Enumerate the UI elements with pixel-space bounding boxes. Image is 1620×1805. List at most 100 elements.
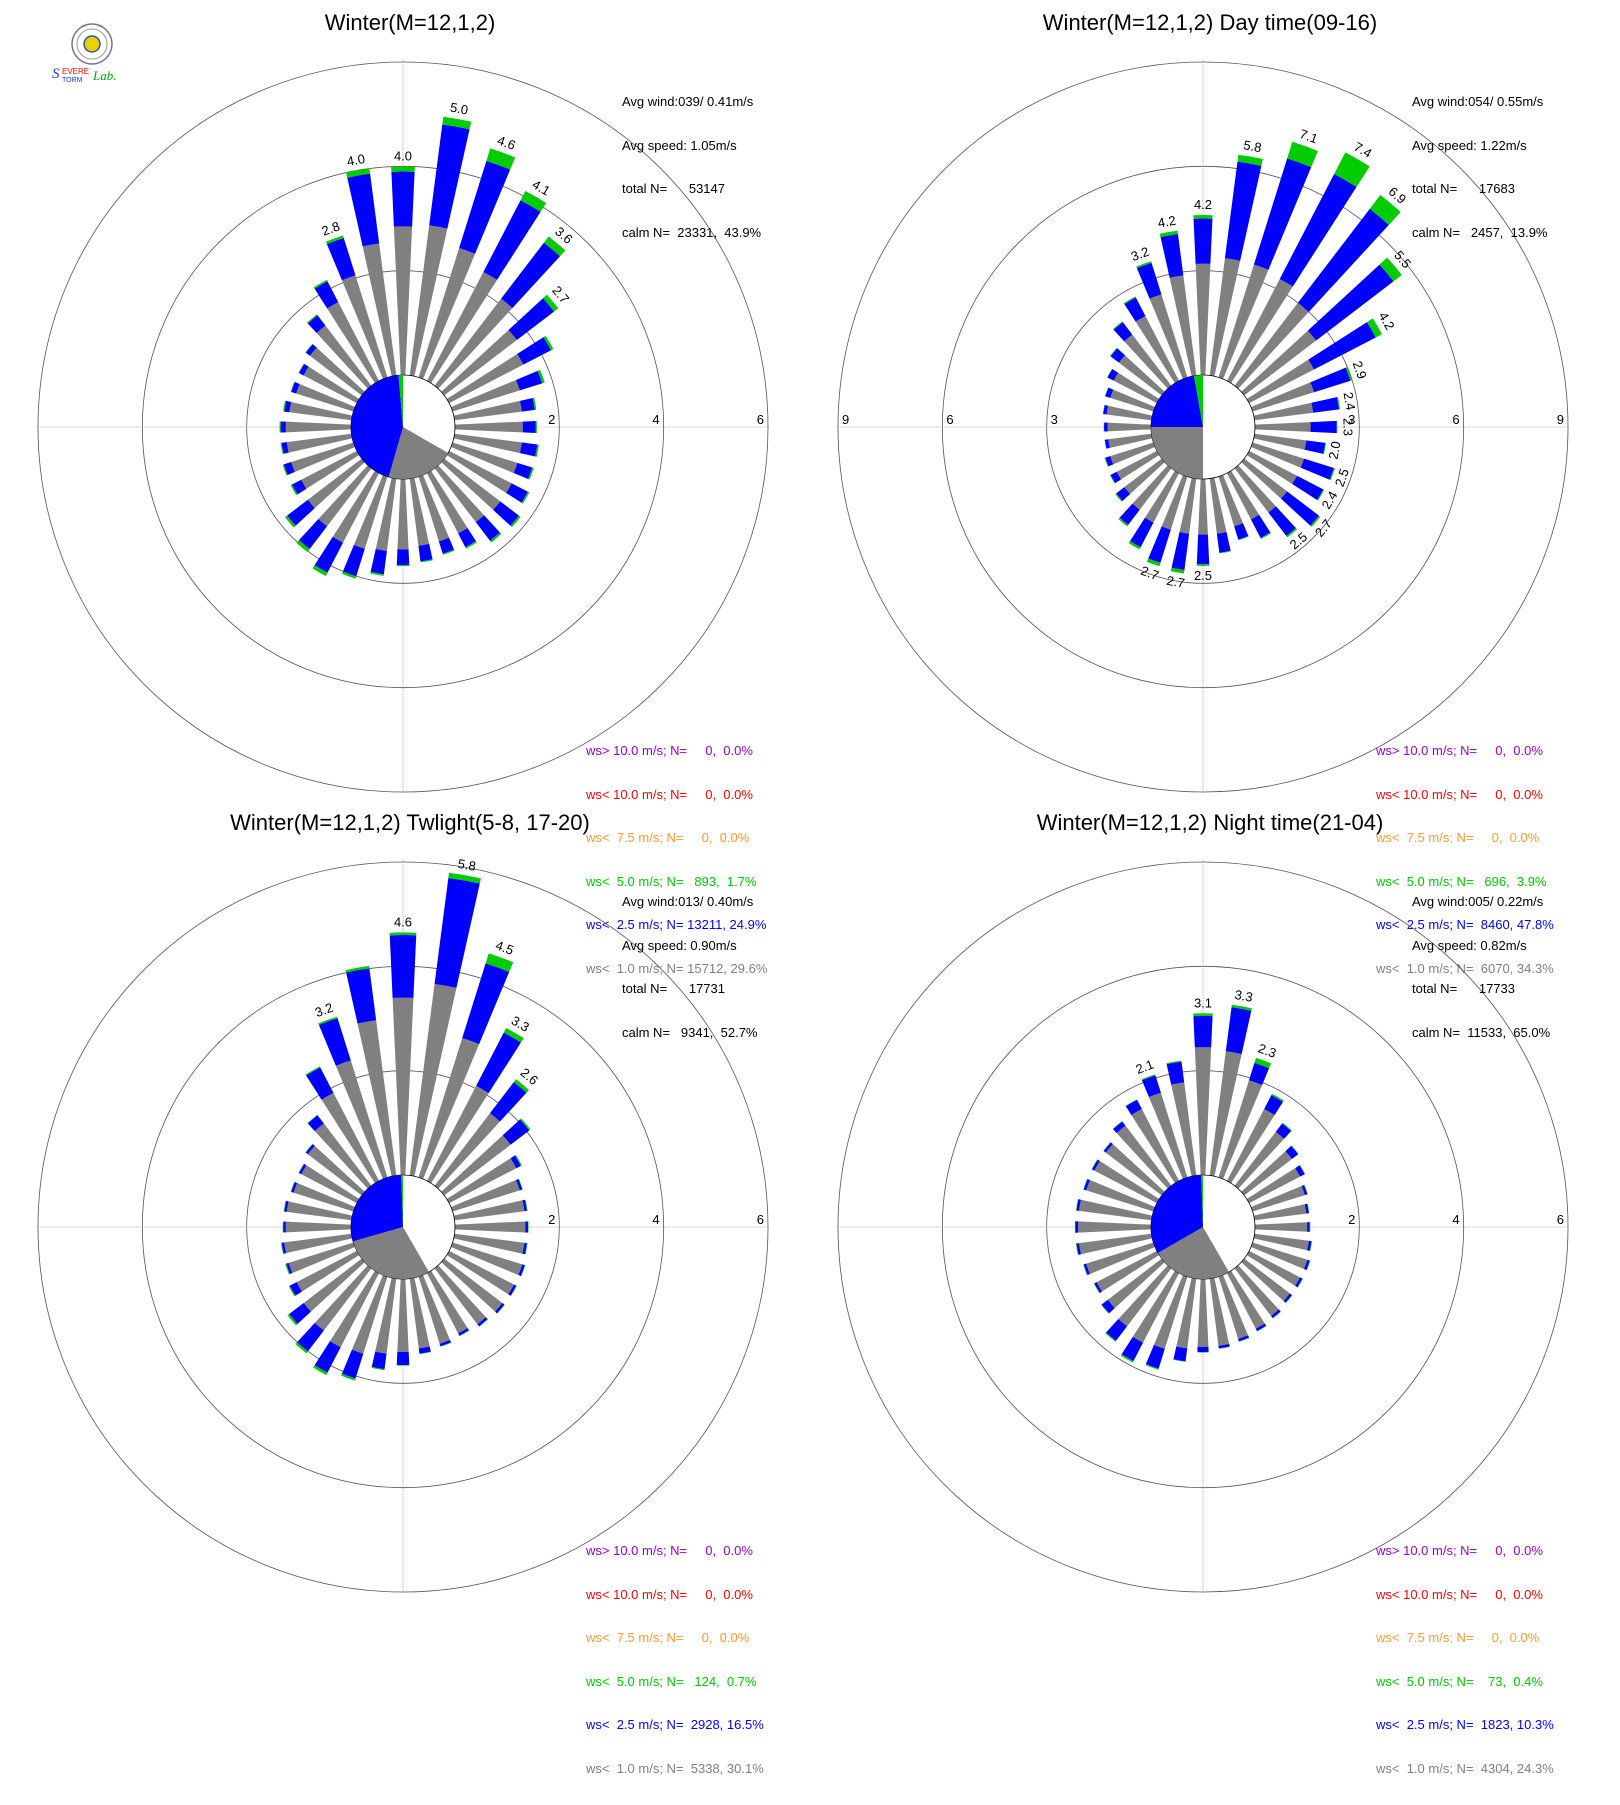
total-n-text: total N= 53147 — [622, 182, 761, 197]
bar-segment-blue — [490, 1082, 526, 1121]
bar-segment-green — [1197, 564, 1210, 566]
chart-title: Winter(M=12,1,2) Night time(21-04) — [810, 810, 1610, 836]
bar-segment-blue — [1225, 162, 1261, 261]
bar-segment-blue — [1172, 532, 1190, 570]
legend-entry: ws< 10.0 m/s; N= 0, 0.0% — [1376, 1588, 1554, 1603]
avg-wind-text: Avg wind:054/ 0.55m/s — [1412, 95, 1548, 110]
bar-value-label: 5.8 — [457, 856, 477, 874]
total-n-text: total N= 17683 — [1412, 182, 1548, 197]
legend-entry: ws> 10.0 m/s; N= 0, 0.0% — [586, 1544, 764, 1559]
stats-block: Avg wind:005/ 0.22m/s Avg speed: 0.82m/s… — [1412, 866, 1550, 1069]
ring-label: 9 — [1557, 412, 1564, 427]
bar-segment-green — [536, 421, 537, 433]
bar-segment-blue — [1311, 421, 1337, 433]
legend-entry: ws> 10.0 m/s; N= 0, 0.0% — [1376, 744, 1554, 759]
ring-label: 6 — [757, 412, 764, 427]
calm-n-text: calm N= 23331, 43.9% — [622, 226, 761, 241]
calm-n-text: calm N= 9341, 52.7% — [622, 1026, 758, 1041]
bar-value-label: 2.5 — [1194, 568, 1212, 583]
legend-entry: ws> 10.0 m/s; N= 0, 0.0% — [1376, 1544, 1554, 1559]
bar-segment-blue — [372, 1352, 387, 1370]
avg-wind-text: Avg wind:039/ 0.41m/s — [622, 95, 761, 110]
calm-n-text: calm N= 2457, 13.9% — [1412, 226, 1548, 241]
bar-segment-blue — [429, 125, 469, 229]
bar-segment-blue — [525, 1221, 528, 1232]
bar-segment-calm-gray — [286, 1222, 351, 1233]
ring-label: 2 — [548, 1212, 555, 1227]
bar-segment-calm-gray — [1078, 1221, 1151, 1232]
bar-segment-blue — [319, 1018, 351, 1066]
bar-segment-blue — [520, 398, 535, 412]
bar-value-label: 4.6 — [495, 133, 517, 153]
bar-segment-blue — [1311, 397, 1339, 413]
bar-segment-calm-gray — [1255, 422, 1311, 432]
bar-segment-calm-gray — [1195, 1047, 1211, 1175]
bar-segment-blue — [1075, 1221, 1078, 1233]
bar-value-label: 2.3 — [1256, 1040, 1278, 1060]
bar-segment-blue — [315, 537, 344, 573]
chart-title: Winter(M=12,1,2) — [10, 10, 810, 36]
legend-entry: ws< 1.0 m/s; N= 4304, 24.3% — [1376, 1762, 1554, 1777]
bar-value-label: 2.1 — [1134, 1057, 1156, 1077]
ring-label: 2 — [1348, 1212, 1355, 1227]
bar-segment-blue — [391, 172, 414, 227]
legend-entry: ws< 7.5 m/s; N= 0, 0.0% — [1376, 1631, 1554, 1646]
bar-segment-calm-gray — [393, 998, 414, 1175]
bar-segment-calm-gray — [1170, 275, 1197, 376]
bar-segment-calm-gray — [397, 479, 408, 549]
legend-entry: ws< 5.0 m/s; N= 124, 0.7% — [586, 1675, 764, 1690]
legend-entry: ws< 10.0 m/s; N= 0, 0.0% — [586, 1588, 764, 1603]
bar-segment-calm-gray — [1108, 423, 1152, 432]
bar-value-label: 3.2 — [1129, 244, 1151, 264]
bar-segment-blue — [281, 421, 286, 432]
bar-value-label: 2.0 — [1326, 440, 1344, 460]
bar-segment-blue — [1137, 263, 1162, 299]
bar-value-label: 4.0 — [394, 148, 412, 163]
bar-segment-blue — [371, 549, 387, 574]
bar-segment-blue — [397, 549, 410, 565]
bar-segment-blue — [1217, 532, 1231, 553]
bar-segment-blue — [397, 1352, 410, 1365]
bar-segment-blue — [1148, 526, 1171, 563]
stats-block: Avg wind:013/ 0.40m/s Avg speed: 0.90m/s… — [622, 866, 758, 1069]
legend: ws> 10.0 m/s; N= 0, 0.0% ws< 10.0 m/s; N… — [586, 1515, 764, 1805]
bar-segment-calm-gray — [455, 1221, 525, 1232]
bar-segment-blue — [347, 174, 379, 247]
chart-title: Winter(M=12,1,2) Twlight(5-8, 17-20) — [10, 810, 810, 836]
bar-segment-blue — [523, 421, 536, 433]
bar-segment-calm-gray — [1198, 1279, 1209, 1347]
bar-value-label: 4.5 — [494, 938, 516, 958]
legend-entry: ws< 2.5 m/s; N= 1823, 10.3% — [1376, 1718, 1554, 1733]
bar-segment-blue — [1197, 1347, 1208, 1352]
bar-segment-blue — [283, 1222, 286, 1233]
stats-block: Avg wind:039/ 0.41m/s Avg speed: 1.05m/s… — [622, 66, 761, 269]
legend-entry: ws< 10.0 m/s; N= 0, 0.0% — [586, 788, 767, 803]
bar-segment-blue — [520, 442, 537, 456]
ring-label: 2 — [548, 412, 555, 427]
bar-value-label: 4.6 — [394, 914, 412, 929]
bar-segment-blue — [462, 963, 509, 1044]
bar-segment-blue — [1197, 535, 1209, 565]
bar-segment-calm-gray — [1198, 479, 1208, 535]
avg-wind-text: Avg wind:005/ 0.22m/s — [1412, 895, 1550, 910]
bar-segment-calm-gray — [1255, 1222, 1307, 1231]
bar-segment-blue — [1268, 506, 1295, 536]
ring-label: 4 — [1452, 1212, 1459, 1227]
bar-value-label: 2.4 — [1341, 391, 1359, 411]
total-n-text: total N= 17731 — [622, 982, 758, 997]
bar-segment-blue — [390, 935, 416, 998]
calm-sector-gray — [1151, 427, 1203, 479]
bar-segment-blue — [516, 371, 542, 390]
bar-segment-blue — [1146, 1345, 1165, 1369]
bar-value-label: 2.3 — [1340, 418, 1355, 436]
bar-segment-green — [280, 421, 281, 432]
legend-entry: ws> 10.0 m/s; N= 0, 0.0% — [586, 744, 767, 759]
bar-segment-blue — [1130, 518, 1153, 548]
bar-segment-blue — [1301, 459, 1334, 480]
bar-segment-calm-gray — [286, 422, 351, 433]
avg-speed-text: Avg speed: 1.22m/s — [1412, 139, 1548, 154]
bar-segment-calm-gray — [1196, 264, 1211, 375]
bar-segment-blue — [1292, 476, 1323, 500]
legend-entry: ws< 10.0 m/s; N= 0, 0.0% — [1376, 788, 1554, 803]
